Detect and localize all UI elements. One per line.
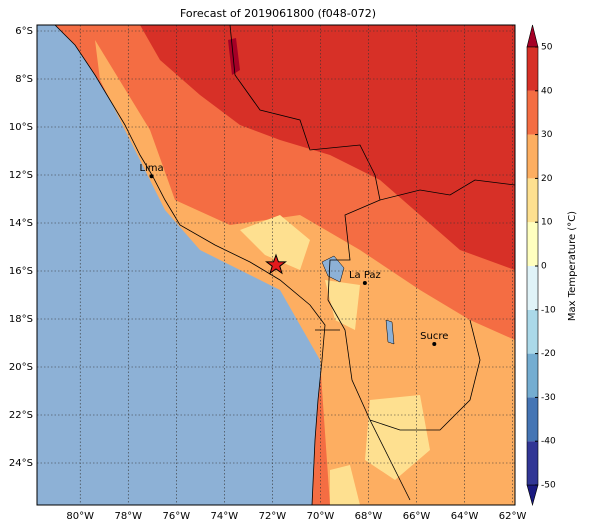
lon-label: 80°W [66,511,94,522]
colorbar-segment [527,309,538,354]
lon-label: 72°W [259,511,287,522]
lon-label: 78°W [114,511,142,522]
colorbar-tick-label: -40 [541,437,556,447]
city-dot [362,281,367,285]
lat-label: 24°S [9,458,33,469]
colorbar-tick-label: -20 [541,349,556,359]
lon-label: 66°W [403,511,431,522]
colorbar-tick-label: 50 [541,43,553,53]
colorbar-tick-label: -50 [541,481,556,491]
lon-label: 70°W [307,511,335,522]
colorbar-tick-label: 40 [541,86,553,96]
colorbar-extend-low [526,484,539,507]
graticule [37,25,515,505]
warm-region [95,40,515,505]
lon-label: 74°W [211,511,239,522]
colorbar-tick-label: 30 [541,130,553,140]
colorbar-tick-label: 0 [541,262,547,272]
colorbar-segment [527,134,538,179]
hottest-patch [228,38,240,75]
lat-label: 8°S [15,74,33,85]
lat-label: 20°S [9,362,33,373]
colorbar-segment [527,441,538,485]
colorbar-segment [527,397,538,442]
city-dot [149,174,154,179]
lat-label: 14°S [9,218,33,229]
lon-label: 68°W [355,511,383,522]
colorbar-tick-label: -30 [541,393,556,403]
colorbar-segment [527,353,538,398]
colorbar-extend-high [526,24,539,48]
lat-label: 12°S [9,170,33,181]
lat-label: 22°S [9,410,33,421]
lon-label: 76°W [163,511,191,522]
colorbar-segment [527,90,538,135]
colorbar: -50 -40 -30 -20 -10 0 10 20 30 40 50 [526,24,556,507]
colorbar-tick-label: -10 [541,305,556,315]
lon-label: 62°W [499,511,527,522]
lat-label: 16°S [9,266,33,277]
map-area [37,25,515,505]
colorbar-tick-label: 10 [541,218,553,228]
map-frame [36,24,516,506]
colorbar-tick-label: 20 [541,174,553,184]
lat-label: 10°S [9,122,33,133]
lat-label: 18°S [9,314,33,325]
location-star [265,253,287,275]
coastline [54,25,326,505]
city-name: Lima [139,163,163,174]
lake [321,255,395,345]
colorbar-segment [527,222,538,266]
colorbar-segment [527,178,538,223]
lat-label: 6°S [15,26,33,37]
country-border [229,25,515,501]
city-dot [432,341,437,346]
colorbar-segment [527,47,538,91]
hot-region [140,25,515,270]
city-name: La Paz [349,270,381,281]
lon-label: 64°W [451,511,479,522]
city-name: Sucre [420,331,448,342]
colorbar-label: Max Temperature (°C) [567,211,578,321]
title: Forecast of 2019061800 (f048-072) [180,7,376,20]
mild-region [240,215,430,505]
colorbar-segment [527,266,538,310]
